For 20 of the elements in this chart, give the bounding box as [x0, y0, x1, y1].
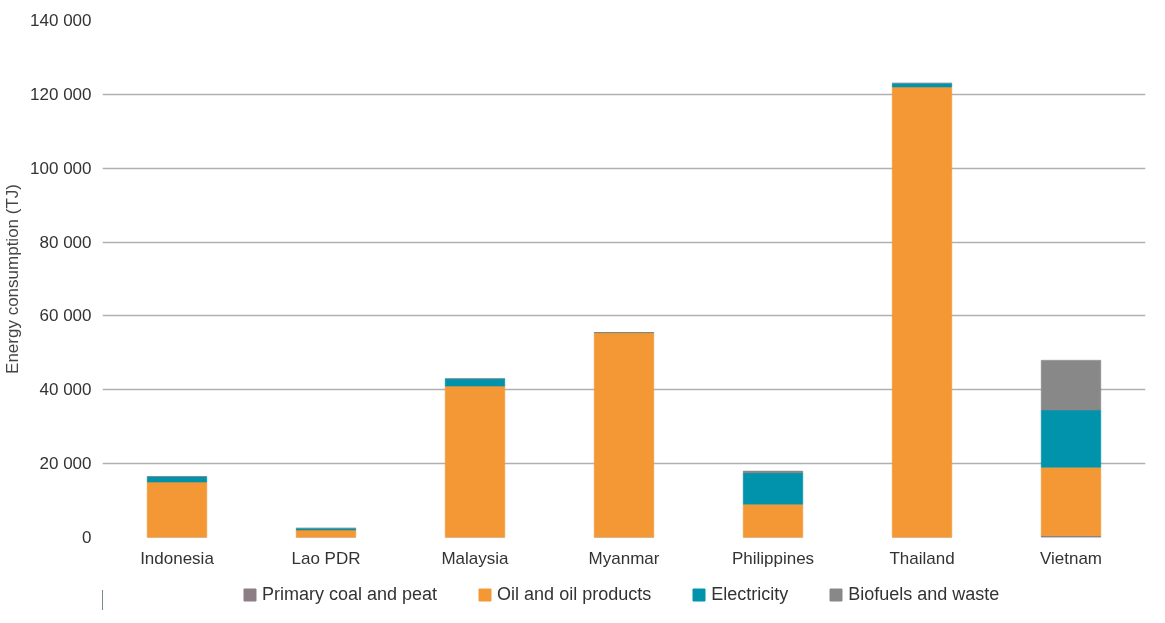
y-tick-label: 140 000: [30, 11, 92, 30]
x-tick-label: Lao PDR: [291, 548, 361, 568]
legend-label: Oil and oil products: [497, 584, 652, 605]
x-tick-label: Thailand: [889, 548, 955, 568]
y-tick-label: 120 000: [30, 84, 92, 104]
y-tick-label: 60 000: [39, 306, 92, 326]
legend-label: Primary coal and peat: [262, 584, 438, 605]
x-tick-label: Philippines: [731, 548, 815, 568]
x-tick-label: Malaysia: [441, 548, 510, 568]
y-tick-label: 40 000: [39, 380, 92, 400]
y-tick-label: 20 000: [39, 454, 92, 474]
legend-label: Electricity: [711, 584, 789, 605]
y-tick-label: 80 000: [39, 232, 92, 252]
y-tick-label: 100 000: [30, 158, 92, 178]
y-tick-label: 0: [82, 528, 92, 547]
y-axis-title: Energy consumption (TJ): [3, 184, 23, 374]
x-tick-label: Indonesia: [140, 548, 215, 568]
legend-label: Biofuels and waste: [848, 584, 1000, 605]
x-tick-label: Myanmar: [588, 548, 660, 568]
x-tick-label: Vietnam: [1039, 548, 1103, 568]
